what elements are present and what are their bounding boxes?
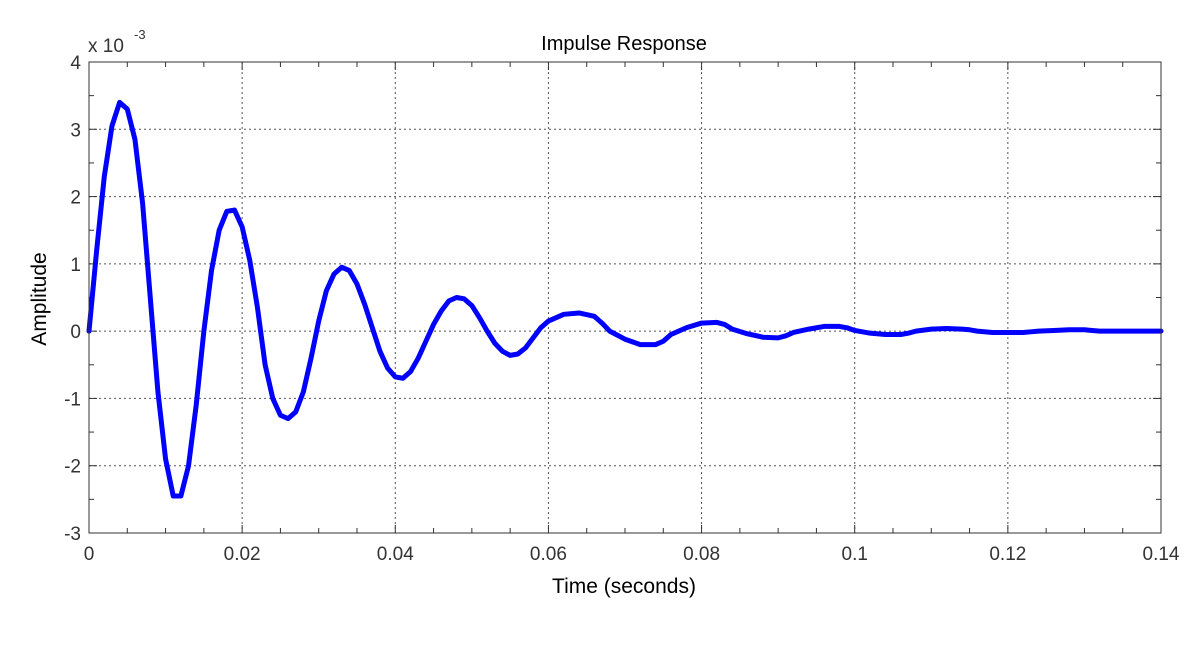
x-tick-label: 0.08 (683, 544, 720, 565)
grid-lines (89, 62, 1161, 533)
y-tick-label: -1 (64, 389, 81, 410)
y-tick-label: 0 (70, 322, 81, 343)
x-tick-label: 0.12 (989, 544, 1026, 565)
y-tick-label: 4 (70, 53, 81, 74)
y-tick-label: 2 (70, 188, 81, 209)
plot-border (88, 61, 1162, 534)
y-axis-title: Amplitude (28, 252, 51, 345)
x-tick-label: 0.04 (377, 544, 414, 565)
x-tick-label: 0 (84, 544, 95, 565)
y-multiplier-exponent: -3 (134, 27, 146, 42)
x-tick-label: 0.14 (1143, 544, 1180, 565)
y-tick-label: 1 (70, 255, 81, 276)
x-tick-label: 0.1 (842, 544, 868, 565)
x-axis-title: Time (seconds) (552, 575, 696, 598)
y-tick-label: -2 (64, 457, 81, 478)
plot-area (89, 62, 1161, 533)
y-tick-label: -3 (64, 524, 81, 545)
y-multiplier-base: x 10 (88, 36, 124, 57)
y-tick-label: 3 (70, 120, 81, 141)
chart-title: Impulse Response (541, 33, 707, 55)
impulse-response-line (86, 99, 1164, 499)
x-tick-label: 0.02 (224, 544, 261, 565)
tick-labels: 0 0.02 0.04 0.06 0.08 0.1 0.12 0.14 -3 -2 -1 0 1 2 3 4 (64, 53, 1180, 565)
x-tick-label: 0.06 (530, 544, 567, 565)
